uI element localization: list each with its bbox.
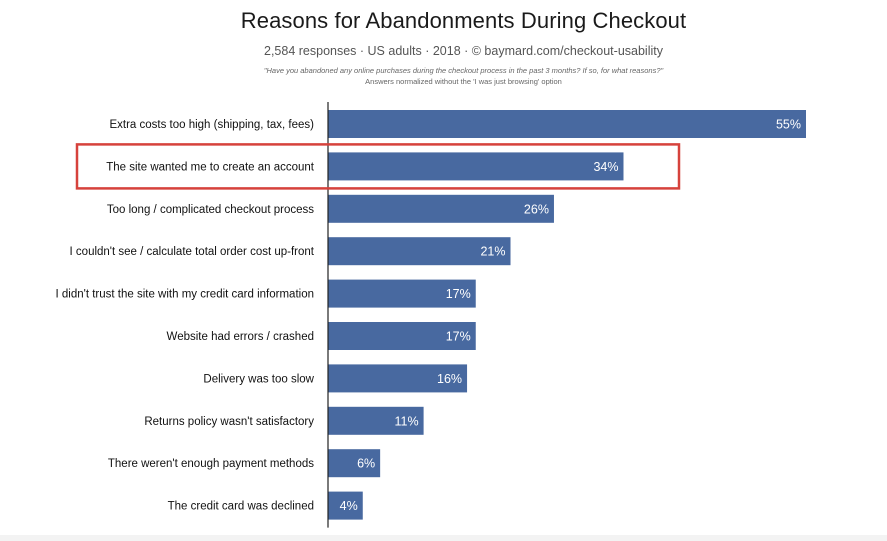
category-label-1: Extra costs too high (shipping, tax, fee… — [109, 119, 314, 131]
bar-3 — [328, 194, 554, 223]
value-label-3: 26% — [524, 202, 549, 216]
value-label-9: 6% — [357, 457, 375, 471]
value-label-2: 34% — [593, 160, 618, 174]
bar-8 — [328, 406, 424, 435]
category-label-5: I didn't trust the site with my credit c… — [56, 289, 315, 301]
category-label-10: The credit card was declined — [168, 501, 314, 513]
highlight-box — [75, 143, 681, 190]
value-label-4: 21% — [480, 245, 505, 259]
bar-9 — [328, 449, 381, 478]
chart-title: Reasons for Abandonments During Checkout — [240, 8, 687, 33]
bar-5 — [328, 279, 476, 308]
category-label-4: I couldn't see / calculate total order c… — [70, 246, 315, 258]
value-label-1: 55% — [776, 118, 801, 132]
value-label-10: 4% — [340, 499, 358, 513]
category-label-9: There weren't enough payment methods — [108, 458, 314, 470]
category-label-7: Delivery was too slow — [203, 373, 314, 385]
category-label-6: Website had errors / crashed — [167, 331, 314, 343]
bar-2 — [328, 152, 624, 181]
value-label-8: 11% — [395, 414, 419, 428]
bar-7 — [328, 364, 468, 393]
category-label-3: Too long / complicated checkout process — [107, 204, 314, 216]
value-label-6: 17% — [446, 330, 471, 344]
category-label-2: The site wanted me to create an account — [106, 161, 315, 173]
chart-subtitle: 2,584 responses · US adults · 2018 · © b… — [264, 44, 663, 58]
survey-question: "Have you abandoned any online purchases… — [263, 66, 664, 75]
category-label-8: Returns policy wasn't satisfactory — [144, 416, 314, 428]
value-label-5: 17% — [446, 287, 471, 301]
bar-6 — [328, 322, 476, 350]
footer-strip — [0, 535, 887, 541]
bar-1 — [328, 110, 806, 138]
value-label-7: 16% — [437, 372, 462, 386]
normalization-note: Answers normalized without the 'I was ju… — [365, 77, 562, 86]
bar-4 — [328, 237, 511, 266]
bar-10 — [328, 491, 363, 520]
